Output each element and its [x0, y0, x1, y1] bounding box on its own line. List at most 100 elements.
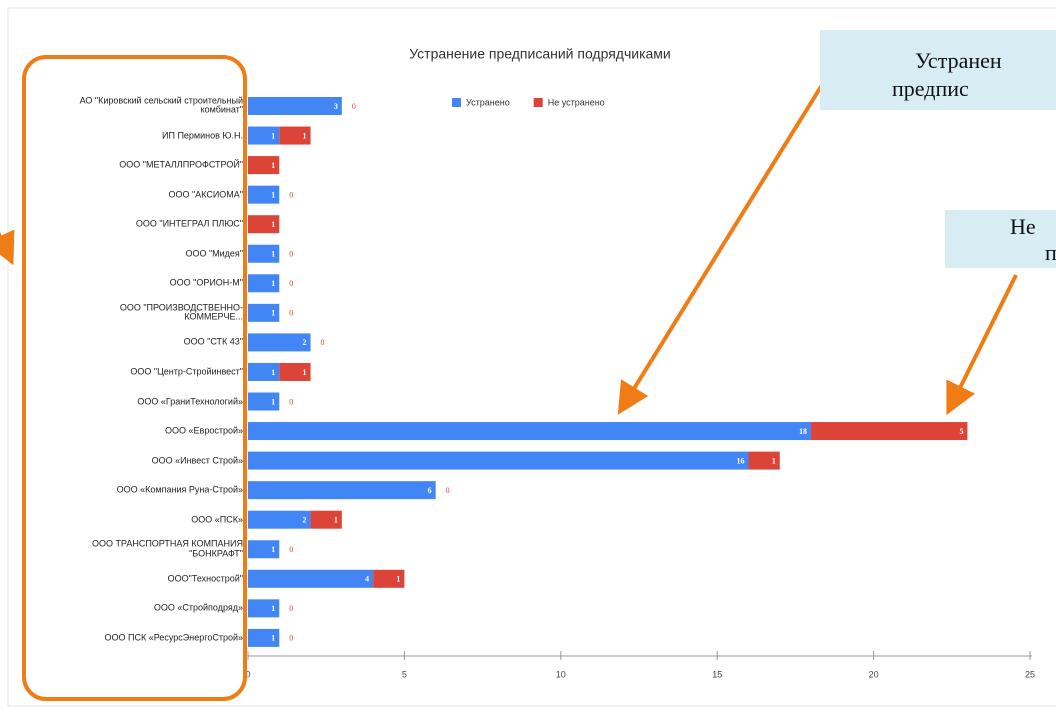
category-label: ООО "Центр-Стройинвест": [130, 366, 243, 377]
value-label: 1: [396, 575, 400, 584]
value-label: 1: [271, 190, 275, 199]
callout: Устранен предпис: [820, 30, 1056, 110]
value-label: 3: [334, 102, 338, 111]
value-label: 1: [271, 368, 275, 377]
bar: [248, 540, 280, 559]
bar: [248, 333, 311, 352]
bar: [248, 303, 280, 322]
legend-label: Не устранено: [548, 97, 605, 107]
value-label: 2: [303, 338, 307, 347]
category-label: ООО "АКСИОМА": [168, 188, 243, 199]
bar: [248, 156, 280, 175]
bar: [248, 244, 280, 263]
bar: [811, 422, 968, 441]
x-tick-label: 15: [712, 669, 722, 679]
legend-swatch: [452, 98, 461, 107]
bar: [248, 185, 280, 204]
x-tick-label: 25: [1025, 669, 1035, 679]
value-label: 2: [303, 516, 307, 525]
value-label: 1: [271, 279, 275, 288]
highlight-frame: [22, 55, 247, 701]
category-label: ООО "Мидея": [185, 248, 243, 259]
x-tick-label: 20: [869, 669, 879, 679]
value-label: 6: [428, 486, 432, 495]
bar: [748, 451, 780, 470]
value-label: 16: [736, 456, 744, 465]
value-label: 0: [321, 338, 325, 347]
value-label: 0: [289, 309, 293, 318]
value-label: 0: [289, 397, 293, 406]
category-label: ООО "ИНТЕГРАЛ ПЛЮС": [135, 218, 243, 229]
value-label: 0: [289, 604, 293, 613]
bar: [248, 392, 280, 411]
value-label: 1: [271, 131, 275, 140]
value-label: 0: [289, 190, 293, 199]
value-label: 1: [271, 604, 275, 613]
value-label: 0: [446, 486, 450, 495]
bar: [248, 274, 280, 293]
arrow: [946, 274, 1018, 416]
category-label: ООО «Компания Руна-Строй»: [116, 484, 243, 495]
category-label: ООО "МЕТАЛЛПРОФСТРОЙ": [119, 159, 243, 170]
callout-text: Не: [1010, 214, 1036, 239]
bar: [310, 510, 342, 529]
chart-title: Устранение предписаний подрядчиками: [409, 46, 671, 62]
bar: [248, 481, 436, 500]
category-label: ООО «ГраниТехнологий»: [137, 395, 243, 406]
value-label: 1: [271, 397, 275, 406]
chart-frame: [7, 7, 1056, 707]
bar: [248, 510, 311, 529]
value-label: 18: [799, 427, 807, 436]
callout-text: п: [1045, 240, 1056, 265]
value-label: 1: [334, 516, 338, 525]
category-label: ООО"Технострой": [167, 573, 243, 584]
legend-swatch: [533, 98, 543, 107]
category-label: ООО "ПРОИЗВОДСТВЕННО-КОММЕРЧЕ...: [119, 302, 243, 322]
callout: Не п: [945, 210, 1056, 268]
category-label: ООО ПСК «РесурсЭнергоСтрой»: [104, 632, 243, 643]
x-tick-label: 10: [556, 669, 566, 679]
bar: [248, 599, 280, 618]
category-label: ООО ТРАНСПОРТНАЯ КОМПАНИЯ "БОНКРАФТ": [91, 538, 243, 559]
value-label: 0: [289, 634, 293, 643]
category-label: ООО «Еврострой»: [165, 425, 243, 436]
arrow: [0, 229, 15, 266]
value-label: 1: [271, 634, 275, 643]
callout-text: предпис: [892, 76, 969, 101]
value-label: 1: [271, 250, 275, 259]
bar: [373, 569, 405, 588]
value-label: 4: [365, 575, 369, 584]
bar: [248, 97, 342, 115]
bar: [248, 362, 280, 381]
value-label: 1: [271, 309, 275, 318]
category-label: ООО "ОРИОН-М": [169, 277, 243, 288]
category-label: ООО "СТК 43": [183, 336, 243, 347]
category-label: ООО «ПСК»: [191, 513, 243, 524]
value-label: 1: [303, 368, 307, 377]
category-label: ИП Перминов Ю.Н.: [162, 129, 243, 140]
value-label: 1: [271, 545, 275, 554]
legend-label: Устранено: [466, 97, 510, 107]
value-label: 5: [959, 427, 963, 436]
value-label: 1: [303, 131, 307, 140]
bar: [248, 422, 812, 441]
arrow: [617, 83, 824, 415]
bar: [248, 569, 374, 588]
category-label: ООО «Стройподряд»: [153, 602, 243, 613]
value-label: 1: [772, 456, 776, 465]
bar: [248, 126, 280, 145]
value-label: 0: [352, 102, 356, 111]
value-label: 0: [289, 279, 293, 288]
bar: [248, 628, 280, 647]
category-label: ООО «Инвест Строй»: [151, 454, 243, 465]
x-tick-label: 0: [245, 669, 250, 679]
callout-text: Устранен: [915, 48, 1002, 73]
bar: [279, 362, 311, 381]
bar: [248, 215, 280, 234]
bar: [248, 451, 749, 470]
bar: [279, 126, 311, 145]
category-label: АО "Кировский сельский строительный комб…: [79, 95, 243, 115]
value-label: 1: [271, 220, 275, 229]
